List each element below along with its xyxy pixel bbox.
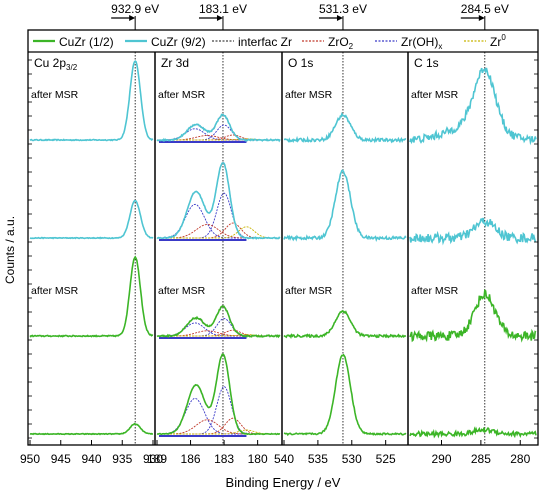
spectrum-cu12-p0-r3 (29, 422, 153, 436)
legend-label-zr0: Zr0 (490, 33, 506, 49)
legend-label-zro2: ZrO2 (328, 35, 354, 51)
xtick-label-p2-0: 540 (274, 452, 294, 466)
xtick-label-p3-2: 280 (510, 452, 530, 466)
spectrum-cu92-p1-r1 (156, 162, 281, 240)
component-zroh-p1-r1 (157, 203, 280, 239)
spectrum-cu12-p1-r3 (156, 353, 281, 436)
panel-title-3: C 1s (414, 56, 439, 70)
spectrum-cu92-p1-r0 (156, 113, 281, 143)
panel-1: Zr 3d after MSR after MSR (156, 52, 281, 445)
ref-label-3: 284.5 eV (461, 2, 509, 16)
annotation-p0-r0: after MSR (31, 89, 79, 101)
legend-label-cu12: CuZr (1/2) (59, 35, 114, 49)
ref-label-2: 531.3 eV (319, 2, 367, 16)
legend: CuZr (1/2) CuZr (9/2) interfac Zr ZrO2 Zr(OH… (33, 33, 506, 51)
ref-arrowhead-0 (129, 15, 136, 21)
spectrum-cu92-p3-r0 (409, 67, 537, 146)
reference-energy-labels: 932.9 eV 183.1 eV 531.3 eV 284.5 eV (111, 2, 509, 30)
panel-0: Cu 2p3/2 after MSR after MSR (29, 52, 154, 445)
spectrum-cu92-p0-r0 (29, 60, 154, 142)
xtick-label-p3-0: 290 (431, 452, 451, 466)
spectrum-cu12-p3-r3 (409, 426, 537, 439)
spectrum-cu92-p3-r1 (409, 217, 537, 246)
panels: Cu 2p3/2 after MSR after MSR Zr 3d after MSR… (29, 52, 537, 445)
xtick-label-p1-2: 183 (214, 452, 234, 466)
xtick-label-p2-3: 525 (376, 452, 396, 466)
annotation-p2-r0: after MSR (285, 89, 333, 101)
plot-frame (27, 29, 539, 446)
ref-label-0: 932.9 eV (111, 2, 159, 16)
spectrum-cu12-p2-r2 (283, 309, 407, 340)
component-zroh2-p1-r0 (157, 124, 280, 141)
y-axis-label: Counts / a.u. (3, 216, 17, 284)
spectrum-cu12-p2-r3 (283, 353, 407, 437)
component-zr0-p1-r1 (157, 226, 280, 239)
panel-title-2: O 1s (288, 56, 313, 70)
ref-arrowhead-1 (216, 15, 223, 21)
xtick-label-p3-1: 285 (471, 452, 491, 466)
xtick-label-p0-2: 940 (81, 452, 101, 466)
xtick-label-p1-1: 186 (181, 452, 201, 466)
annotation-p2-r2: after MSR (285, 285, 333, 297)
legend-label-zroh: Zr(OH)x (401, 35, 442, 51)
component-zroh2-p1-r3 (157, 386, 280, 435)
xtick-label-p1-3: 180 (248, 452, 268, 466)
annotation-p3-r2: after MSR (411, 285, 459, 297)
component-zroh2-p1-r2 (157, 318, 280, 337)
component-zr0-p1-r3 (157, 429, 280, 435)
annotation-p3-r0: after MSR (411, 89, 459, 101)
spectrum-cu92-p0-r1 (29, 199, 154, 240)
spectrum-cu12-p0-r2 (29, 255, 154, 338)
annotation-p1-r0: after MSR (158, 89, 206, 101)
ref-arrowhead-2 (336, 15, 343, 21)
annotation-p0-r2: after MSR (31, 285, 79, 297)
legend-label-cu92: CuZr (9/2) (151, 35, 206, 49)
component-zro2b-p1-r3 (157, 417, 280, 435)
panel-2: O 1s after MSR after MSR (283, 52, 407, 445)
ref-arrowhead-3 (478, 15, 485, 21)
annotation-p1-r2: after MSR (158, 285, 206, 297)
xtick-label-p2-1: 535 (308, 452, 328, 466)
panel-title-0: Cu 2p3/2 (34, 56, 78, 72)
spectrum-cu12-p1-r2 (156, 305, 281, 339)
xtick-label-p0-3: 935 (112, 452, 132, 466)
x-axis-label: Binding Energy / eV (226, 475, 341, 490)
spectrum-cu92-p2-r1 (283, 169, 407, 242)
spectrum-cu12-p3-r2 (409, 289, 537, 343)
component-zroh-p1-r3 (157, 397, 280, 435)
xtick-label-p0-4: 930 (143, 452, 163, 466)
xtick-label-p0-0: 950 (20, 452, 40, 466)
panel-3: C 1s after MSR after MSR (409, 52, 537, 445)
panel-title-1: Zr 3d (161, 56, 189, 70)
xtick-label-p0-1: 945 (51, 452, 71, 466)
legend-label-interfac: interfac Zr (238, 35, 292, 49)
component-zroh2-p1-r1 (157, 192, 280, 239)
spectrum-cu92-p2-r0 (283, 111, 407, 144)
ref-label-1: 183.1 eV (199, 2, 247, 16)
xtick-label-p2-2: 530 (342, 452, 362, 466)
xtick-label-p1-0: 189 (147, 452, 167, 466)
